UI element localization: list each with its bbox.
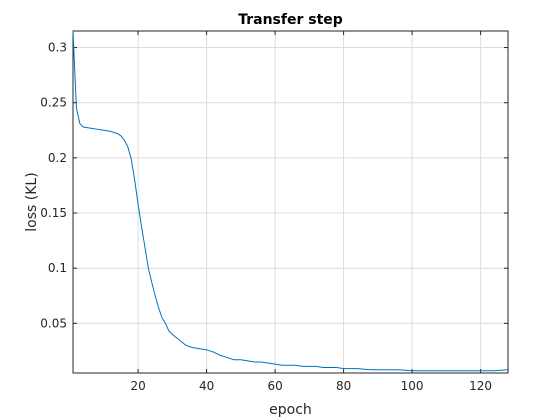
chart-title: Transfer step: [238, 12, 343, 28]
axes-frame: [72, 30, 509, 374]
y-tick-label: 0.25: [40, 96, 67, 110]
x-tick-label: 20: [130, 379, 145, 393]
loss-series-line: [72, 30, 509, 372]
x-tick-label: 60: [267, 379, 282, 393]
y-tick-label: 0.05: [40, 316, 67, 330]
y-tick-label: 0.1: [48, 261, 67, 275]
y-axis-label: loss (KL): [24, 172, 40, 231]
x-tick-label: 100: [401, 379, 424, 393]
y-tick-label: 0.15: [40, 206, 67, 220]
ticks: 20 40 60 80 100 120 0.05 0.1 0.15 0.2 0.25 0.3: [40, 31, 508, 393]
x-tick-label: 40: [199, 379, 214, 393]
x-tick-label: 80: [336, 379, 351, 393]
x-tick-label: 120: [469, 379, 492, 393]
y-tick-label: 0.3: [48, 41, 67, 55]
grid: [73, 31, 508, 373]
x-axis-label: epoch: [269, 402, 312, 418]
y-tick-label: 0.2: [48, 151, 67, 165]
